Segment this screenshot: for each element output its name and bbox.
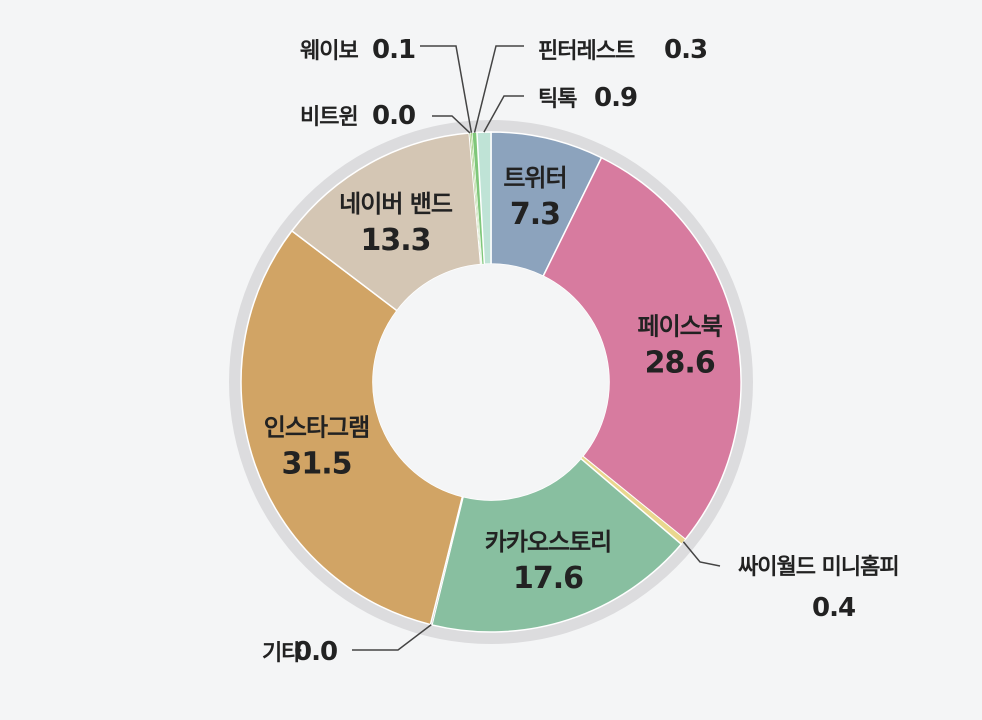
callout-name-between: 비트윈 [300, 105, 358, 130]
slice-name-label: 페이스북 [638, 312, 723, 340]
callout-name-weibo: 웨이보 [300, 39, 358, 64]
callout-value-tiktok: 0.9 [594, 83, 637, 113]
slice-name-label: 카카오스토리 [485, 528, 611, 556]
callout-name-cyworld: 싸이월드 미니홈피 [738, 555, 899, 580]
callout-name-tiktok: 틱톡 [538, 87, 577, 112]
leader-line-tiktok [483, 95, 524, 133]
callout-value-other: 0.0 [294, 637, 337, 667]
leader-line-between [432, 115, 471, 134]
leader-line-cyworld [682, 541, 721, 567]
callout-value-weibo: 0.1 [372, 35, 415, 65]
slice-name-label: 인스타그램 [264, 413, 369, 441]
slice-value-label: 28.6 [645, 345, 715, 380]
leader-line-other [352, 624, 432, 651]
callout-value-cyworld: 0.4 [812, 593, 855, 623]
slice-name-label: 트위터 [503, 164, 566, 192]
slice-value-label: 17.6 [513, 561, 583, 596]
center-hole [373, 264, 609, 500]
slice-카카오스토리 [431, 457, 683, 633]
leader-line-weibo [420, 45, 473, 133]
callout-name-pinterest: 핀터레스트 [538, 39, 635, 64]
labels-group: 트위터 7.3 페이스북 28.6 카카오스토리 17.6 인스타그램 31.5 네이버 밴드 1… [264, 164, 724, 596]
callout-value-between: 0.0 [372, 101, 415, 131]
leader-line-pinterest [473, 45, 524, 133]
callout-value-pinterest: 0.3 [664, 35, 707, 65]
slice-value-label: 31.5 [281, 446, 351, 481]
slice-name-label: 네이버 밴드 [339, 190, 453, 218]
slice-value-label: 13.3 [361, 223, 431, 258]
slice-value-label: 7.3 [510, 197, 560, 232]
callout-name-other: 기타 [262, 641, 302, 666]
slices-group [240, 131, 742, 633]
